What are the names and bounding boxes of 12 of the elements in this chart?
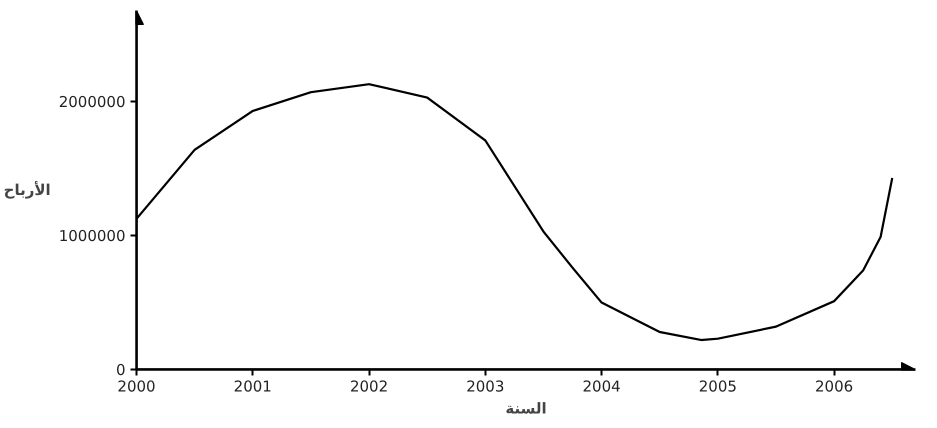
y-tick-label: 0 — [116, 361, 126, 379]
x-tick-label: 2006 — [815, 378, 854, 396]
x-tick-label: 2002 — [350, 378, 388, 396]
x-tick-label: 2001 — [234, 378, 272, 396]
x-tick-label: 2005 — [698, 378, 737, 396]
x-tick-label: 2000 — [117, 378, 156, 396]
y-axis-title: الأرباح — [4, 180, 51, 199]
x-axis-title: السنة — [505, 400, 547, 418]
x-tick-label: 2003 — [466, 378, 504, 396]
y-tick-label: 2000000 — [58, 93, 126, 112]
x-tick-label: 2004 — [582, 378, 621, 396]
y-tick-label: 1000000 — [58, 227, 126, 246]
